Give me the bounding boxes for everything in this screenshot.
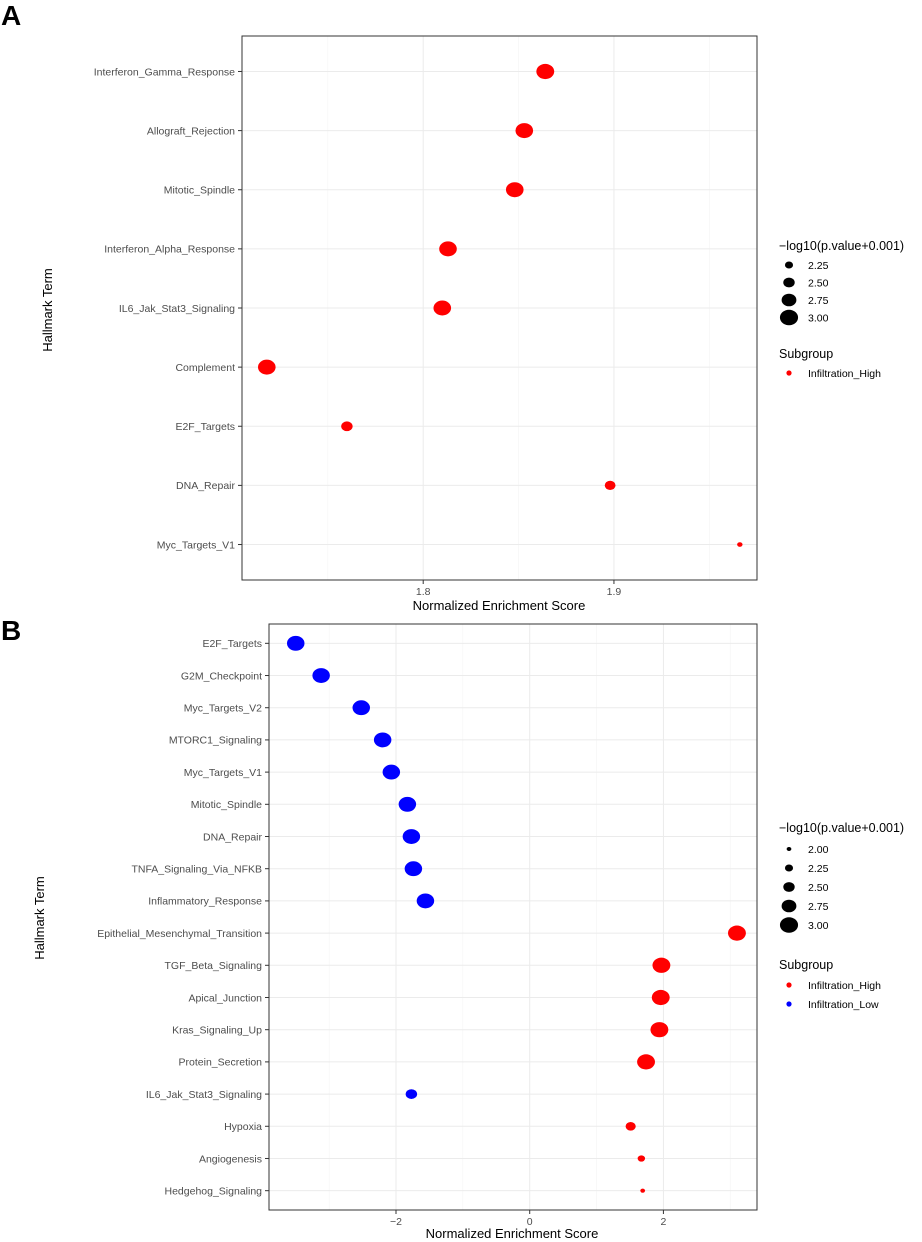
size-legend-key xyxy=(783,882,795,892)
y-tick-label: Inflammatory_Response xyxy=(148,896,262,908)
data-point-myc-targets-v1 xyxy=(737,542,743,547)
x-tick-label: 2 xyxy=(660,1216,666,1228)
data-point-inflammatory-response xyxy=(416,893,435,909)
y-tick-label: TGF_Beta_Signaling xyxy=(165,960,263,972)
size-legend-label: 2.50 xyxy=(808,278,829,290)
y-tick-label: G2M_Checkpoint xyxy=(181,670,262,682)
y-tick-label: Mitotic_Spindle xyxy=(191,799,262,811)
y-tick-label: Myc_Targets_V2 xyxy=(184,703,262,715)
size-legend-label: 3.00 xyxy=(808,920,829,932)
y-tick-label: DNA_Repair xyxy=(176,480,235,492)
x-axis-title: Normalized Enrichment Score xyxy=(426,1226,599,1241)
y-tick-label: Allograft_Rejection xyxy=(147,125,235,137)
panel-a: A Interferon_Gamma_Response Allograft_Reje… xyxy=(1,0,904,613)
data-point-il6-jak-stat3-signaling xyxy=(433,300,452,316)
data-point-tnfa-signaling-via-nfkb xyxy=(404,861,423,877)
y-tick-label: Interferon_Alpha_Response xyxy=(104,244,235,256)
size-legend-label: 2.25 xyxy=(808,863,829,875)
color-legend-key xyxy=(786,982,792,988)
size-legend-label: 2.25 xyxy=(808,260,829,272)
y-tick-label: Myc_Targets_V1 xyxy=(184,767,262,779)
size-legend-label: 2.50 xyxy=(808,882,829,894)
color-legend-key xyxy=(786,370,792,376)
y-tick-label: IL6_Jak_Stat3_Signaling xyxy=(119,303,235,315)
size-legend-key xyxy=(784,864,794,872)
x-axis-title: Normalized Enrichment Score xyxy=(413,598,586,613)
size-legend-key xyxy=(786,846,792,852)
y-tick-label: Interferon_Gamma_Response xyxy=(94,66,235,78)
data-point-e2f-targets xyxy=(341,421,353,432)
x-tick-label: 1.9 xyxy=(607,586,622,598)
y-tick-label: Hypoxia xyxy=(224,1121,262,1133)
data-point-allograft-rejection xyxy=(515,123,534,139)
color-legend-label: Infiltration_Low xyxy=(808,999,879,1011)
y-tick-label: E2F_Targets xyxy=(175,421,235,433)
y-axis-title: Hallmark Term xyxy=(32,876,47,960)
plot-frame xyxy=(268,623,758,1211)
color-legend-label: Infiltration_High xyxy=(808,980,881,992)
panel-letter: B xyxy=(1,615,21,646)
size-legend-title: −log10(p.value+0.001) xyxy=(779,239,904,253)
size-legend-title: −log10(p.value+0.001) xyxy=(779,821,904,835)
size-legend-label: 3.00 xyxy=(808,313,829,325)
y-tick-label: Apical_Junction xyxy=(188,992,262,1004)
data-point-tgf-beta-signaling xyxy=(652,957,671,973)
y-tick-label: Hedgehog_Signaling xyxy=(165,1185,263,1197)
size-legend-key xyxy=(784,261,794,269)
y-tick-label: Myc_Targets_V1 xyxy=(157,539,235,551)
data-point-angiogenesis xyxy=(637,1155,646,1162)
data-point-g2m-checkpoint xyxy=(312,668,330,683)
size-legend-label: 2.00 xyxy=(808,844,829,856)
data-point-hypoxia xyxy=(625,1121,636,1131)
color-legend-title: Subgroup xyxy=(779,958,833,972)
data-point-protein-secretion xyxy=(637,1054,655,1070)
y-tick-label: Mitotic_Spindle xyxy=(164,185,235,197)
y-tick-label: Angiogenesis xyxy=(199,1153,262,1165)
size-legend-label: 2.75 xyxy=(808,901,829,913)
size-legend-key xyxy=(779,917,799,933)
y-tick-label: IL6_Jak_Stat3_Signaling xyxy=(146,1089,262,1101)
data-point-dna-repair xyxy=(402,829,421,844)
data-point-interferon-gamma-response xyxy=(536,63,555,80)
y-tick-label: TNFA_Signaling_Via_NFKB xyxy=(131,864,262,876)
size-legend-key xyxy=(783,277,795,288)
size-legend-key xyxy=(779,309,799,326)
color-legend-label: Infiltration_High xyxy=(808,368,881,380)
panel-b: B E2F_Targets G2M_Checkpoint Myc_Targets_V2… xyxy=(1,615,904,1241)
plot-background xyxy=(269,624,757,1210)
y-tick-label: Epithelial_Mesenchymal_Transition xyxy=(97,928,262,940)
y-tick-label: Protein_Secretion xyxy=(179,1057,263,1069)
x-tick-label: 0 xyxy=(527,1216,533,1228)
data-point-interferon-alpha-response xyxy=(439,241,457,257)
data-point-kras-signaling-up xyxy=(650,1022,669,1038)
data-point-hedgehog-signaling xyxy=(640,1188,646,1193)
data-point-mitotic-spindle xyxy=(505,182,524,198)
y-tick-label: DNA_Repair xyxy=(203,831,262,843)
x-tick-label: −2 xyxy=(390,1216,402,1228)
data-point-mitotic-spindle xyxy=(398,796,417,812)
data-point-epithelial-mesenchymal-transition xyxy=(728,925,746,941)
y-tick-label: E2F_Targets xyxy=(202,638,262,650)
data-point-apical-junction xyxy=(651,989,670,1006)
data-point-dna-repair xyxy=(604,480,616,490)
y-tick-label: Complement xyxy=(175,362,235,374)
data-point-il6-jak-stat3-signaling xyxy=(405,1089,418,1099)
data-point-myc-targets-v2 xyxy=(352,700,370,716)
size-legend-key xyxy=(781,899,797,913)
size-legend-key xyxy=(781,293,797,307)
data-point-myc-targets-v1 xyxy=(382,764,401,780)
data-point-mtorc1-signaling xyxy=(373,732,392,748)
y-tick-label: Kras_Signaling_Up xyxy=(172,1024,262,1036)
size-legend-label: 2.75 xyxy=(808,295,829,307)
x-tick-label: 1.8 xyxy=(416,586,431,598)
panel-letter: A xyxy=(1,0,21,31)
color-legend-key xyxy=(786,1001,792,1007)
y-tick-label: MTORC1_Signaling xyxy=(169,735,262,747)
data-point-complement xyxy=(257,359,276,375)
data-point-e2f-targets xyxy=(287,635,305,651)
color-legend-title: Subgroup xyxy=(779,347,833,361)
y-axis-title: Hallmark Term xyxy=(40,268,55,352)
